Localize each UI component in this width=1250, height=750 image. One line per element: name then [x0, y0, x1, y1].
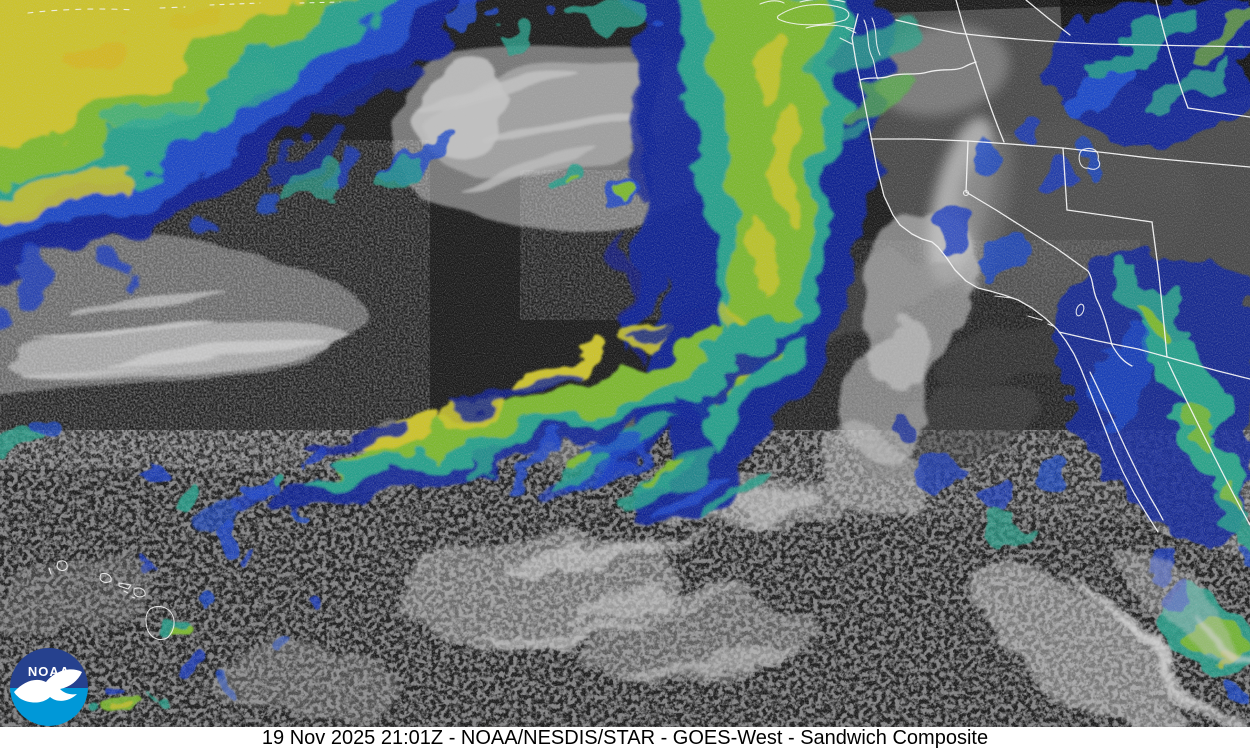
satellite-image: NOAA	[0, 0, 1250, 727]
map-overlay	[27, 0, 1250, 641]
coastline-west-coast	[851, 13, 1159, 533]
vancouver-island-outline	[759, 0, 855, 30]
great-salt-lake-outline	[1078, 147, 1101, 170]
caption-bar: 19 Nov 2025 21:01Z - NOAA/NESDIS/STAR - …	[0, 727, 1250, 750]
state-border-lines	[859, 0, 1250, 380]
baja-gulf-lines	[1089, 344, 1250, 526]
caption-text: 19 Nov 2025 21:01Z - NOAA/NESDIS/STAR - …	[261, 727, 989, 749]
noaa-logo-label: NOAA	[28, 664, 70, 679]
canada-border-line	[895, 19, 1250, 48]
image-grain-overlay	[0, 0, 1250, 727]
noaa-seagull-icon	[14, 669, 82, 703]
aleutian-islands-outline	[27, 1, 341, 14]
puget-sound-outline	[839, 17, 881, 80]
hawaii-island-outlines	[48, 560, 175, 641]
lake-tahoe-outline	[962, 189, 1085, 317]
channel-islands-outline	[994, 295, 1054, 327]
noaa-logo: NOAA	[10, 648, 88, 726]
satellite-scene: NOAA	[0, 0, 1250, 727]
